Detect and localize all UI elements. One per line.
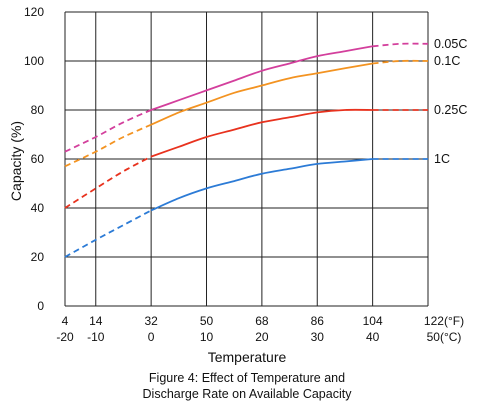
- y-tick-label: 80: [31, 103, 45, 117]
- series-line-dashed-low: [64, 155, 152, 209]
- series-line-dashed-low: [64, 123, 152, 168]
- y-tick-label: 100: [24, 54, 44, 68]
- x-tick-label-f: 122(°F): [424, 314, 464, 328]
- series-line-dashed-low: [64, 109, 152, 153]
- x-tick-labels: 4 14 32 50 68 86 104 122(°F) -20 -10 0 10 20 30 40 50(°…: [56, 314, 464, 344]
- x-tick-label-c: 40: [366, 330, 380, 344]
- figure-caption-line-2: Discharge Rate on Available Capacity: [143, 387, 353, 401]
- series-label-1: 0.1C: [434, 54, 460, 68]
- x-tick-label-c: 0: [148, 330, 155, 344]
- x-tick-label-c: 50(°C): [427, 330, 462, 344]
- x-tick-label-f: 104: [363, 314, 383, 328]
- y-tick-label: 0: [37, 299, 44, 313]
- x-tick-label-f: 50: [200, 314, 214, 328]
- series-line-solid: [150, 62, 373, 126]
- x-tick-label-c: 10: [200, 330, 214, 344]
- series-label-3: 1C: [434, 152, 450, 166]
- x-tick-label-f: 4: [62, 314, 69, 328]
- series-labels: 0.05C 0.1C 0.25C 1C: [434, 37, 467, 166]
- series-line-solid: [150, 158, 373, 212]
- x-tick-label-c: 30: [311, 330, 325, 344]
- series-line-dashed-low: [64, 209, 152, 258]
- y-tick-label: 120: [24, 5, 44, 19]
- y-axis-label: Capacity (%): [8, 121, 24, 201]
- x-tick-label-c: 20: [255, 330, 269, 344]
- figure-caption-line-1: Figure 4: Effect of Temperature and: [149, 371, 345, 385]
- x-axis-label: Temperature: [208, 349, 287, 365]
- y-tick-label: 40: [31, 201, 45, 215]
- y-tick-label: 60: [31, 152, 45, 166]
- y-tick-labels: 0 20 40 60 80 100 120: [24, 5, 44, 313]
- series-label-0: 0.05C: [434, 37, 467, 51]
- x-tick-label-f: 32: [144, 314, 158, 328]
- series-label-2: 0.25C: [434, 103, 467, 117]
- series-line-solid: [150, 45, 373, 111]
- x-tick-label-c: -20: [56, 330, 74, 344]
- x-tick-label-f: 68: [255, 314, 269, 328]
- series-lines: [64, 42, 429, 258]
- x-tick-label-f: 86: [311, 314, 325, 328]
- y-tick-label: 20: [31, 250, 45, 264]
- x-tick-label-c: -10: [87, 330, 105, 344]
- series-line-solid: [150, 108, 373, 158]
- x-tick-label-f: 14: [89, 314, 103, 328]
